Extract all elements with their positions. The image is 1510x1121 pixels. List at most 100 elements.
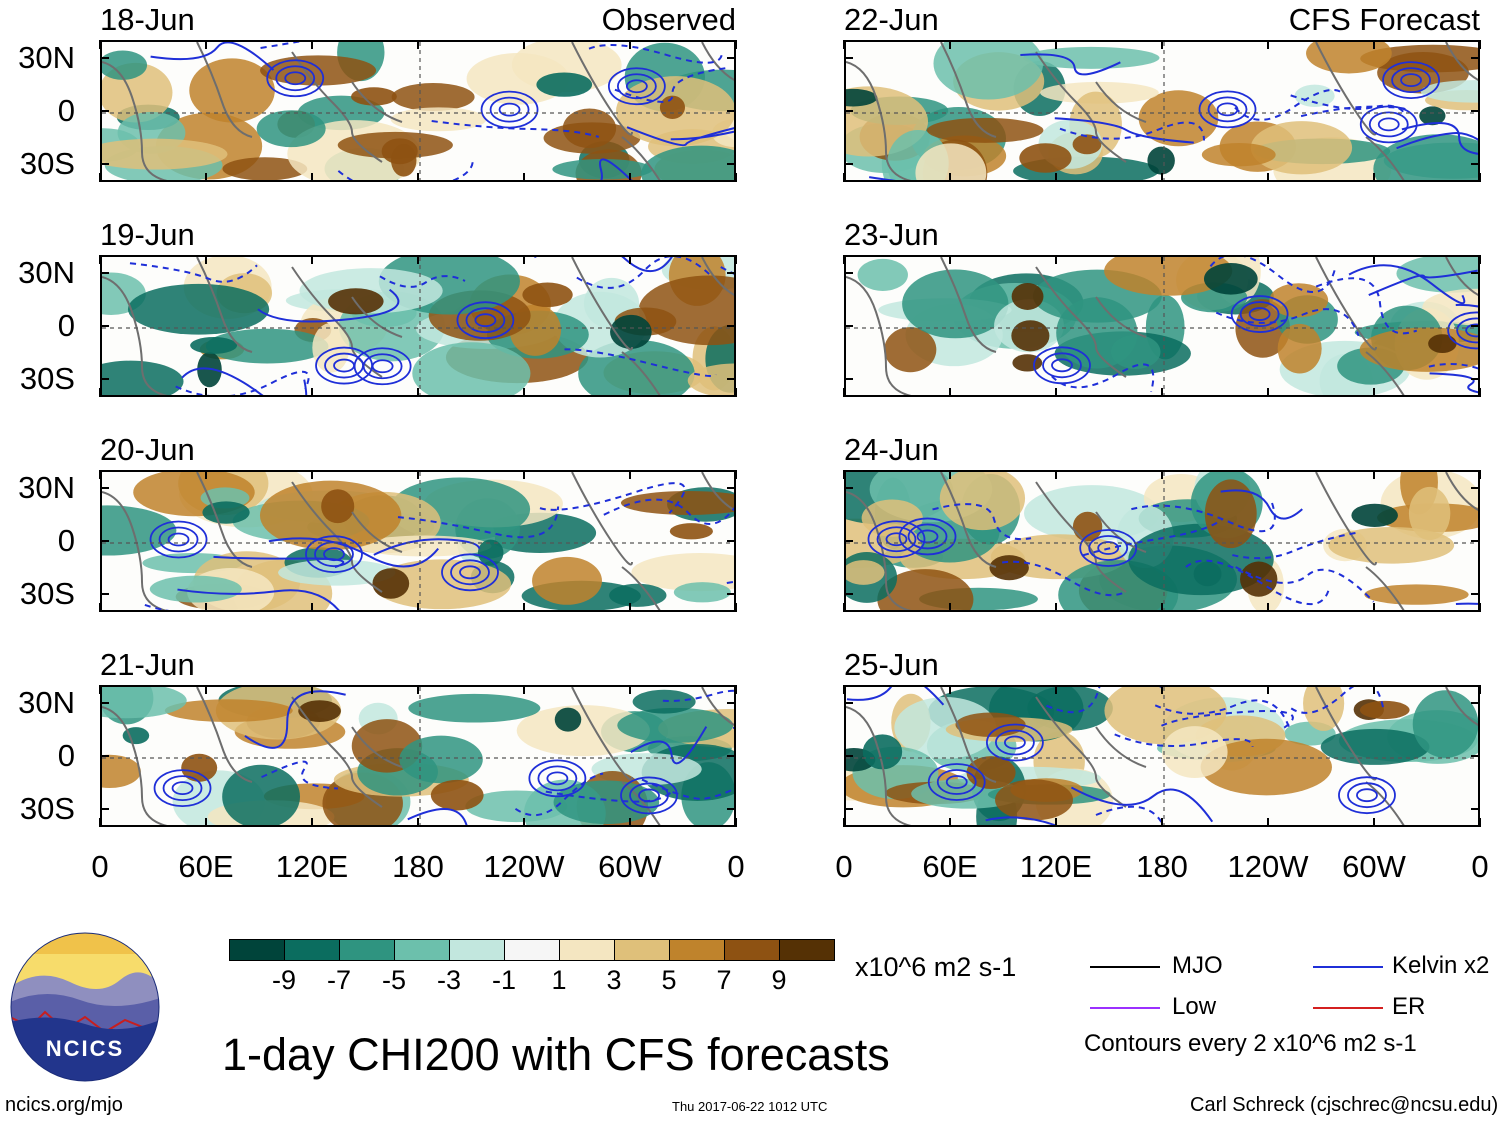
- kelvin-contour-closed: [459, 565, 481, 580]
- kelvin-contour: [175, 370, 310, 395]
- kelvin-contour-closed: [333, 358, 355, 373]
- anomaly-shading: [256, 110, 326, 148]
- kelvin-contour-closed: [1248, 307, 1271, 321]
- kelvin-contour: [1154, 699, 1292, 732]
- kelvin-contour-closed: [284, 71, 307, 86]
- kelvin-contour-closed: [1377, 117, 1400, 132]
- legend-swatch: [1313, 1007, 1383, 1009]
- anomaly-shading: [1161, 726, 1228, 778]
- panel-date: 21-Jun: [100, 647, 195, 682]
- anomaly-core: [1011, 282, 1044, 310]
- map-frame: [100, 470, 736, 612]
- kelvin-contour-closed: [1456, 317, 1478, 344]
- coastline: [1445, 472, 1478, 511]
- footer-timestamp: Thu 2017-06-22 1012 UTC: [672, 1099, 828, 1114]
- panel-source-tag: CFS Forecast: [1288, 2, 1480, 37]
- kelvin-contour-closed: [885, 532, 908, 547]
- kelvin-contour-closed: [305, 535, 363, 574]
- anomaly-shading: [1138, 90, 1219, 147]
- y-axis-label: 0: [57, 93, 75, 128]
- map-panel: [843, 685, 1481, 827]
- coastline: [291, 696, 383, 808]
- legend-label: Low: [1172, 993, 1217, 1020]
- colorbar-cell: [779, 939, 835, 961]
- coastline: [196, 257, 253, 353]
- ncics-logo[interactable]: NCICS: [10, 932, 160, 1082]
- coastline: [846, 61, 912, 180]
- anomaly-core: [1351, 503, 1398, 528]
- y-axis-label: 0: [57, 738, 75, 773]
- kelvin-contour: [1020, 53, 1121, 76]
- coastline: [621, 351, 661, 395]
- y-axis-label: 30N: [18, 685, 75, 720]
- coastline: [102, 276, 168, 395]
- x-axis-label: 120E: [1019, 849, 1093, 884]
- kelvin-contour: [150, 42, 275, 71]
- coastline: [1315, 257, 1377, 351]
- anomaly-shading: [673, 582, 731, 603]
- map-canvas: [846, 42, 1478, 180]
- colorbar-label: 1: [551, 965, 567, 995]
- anomaly-shading: [926, 117, 1044, 143]
- colorbar-cell: [504, 939, 560, 961]
- coastline: [102, 61, 168, 180]
- axis-ticks: [99, 40, 737, 182]
- coastline: [351, 511, 403, 553]
- kelvin-contour: [213, 555, 345, 569]
- colorbar-label: -5: [381, 965, 406, 995]
- kelvin-contour-closed: [629, 782, 669, 809]
- kelvin-contour: [1220, 489, 1303, 520]
- legend-label: Kelvin x2: [1392, 952, 1490, 979]
- kelvin-contour-closed: [498, 102, 521, 117]
- colorbar-label: 9: [771, 965, 787, 995]
- kelvin-contour-closed: [898, 517, 957, 556]
- anomaly-shading: [372, 559, 512, 610]
- map-canvas: [102, 42, 734, 180]
- kelvin-contour-closed: [1042, 352, 1082, 379]
- logo-text: NCICS: [46, 1036, 124, 1061]
- kelvin-contour: [397, 506, 560, 539]
- x-axis-label: 0: [835, 849, 853, 884]
- kelvin-contour: [626, 126, 734, 147]
- kelvin-contour-closed: [1207, 96, 1248, 123]
- anomaly-shading: [1412, 690, 1478, 758]
- map-canvas: [846, 687, 1478, 825]
- kelvin-contour-closed: [480, 90, 539, 129]
- map-canvas: [846, 257, 1478, 395]
- kelvin-contour-closed: [474, 313, 497, 328]
- kelvin-contour: [1002, 560, 1126, 597]
- kelvin-contour: [181, 367, 308, 395]
- kelvin-contour-closed: [867, 520, 926, 559]
- coastline: [846, 276, 912, 395]
- coastline: [621, 566, 661, 610]
- colorbar-cell: [229, 939, 285, 961]
- kelvin-contour: [379, 275, 466, 288]
- coastline: [940, 687, 997, 783]
- map-canvas: [846, 472, 1478, 610]
- kelvin-contour: [1348, 264, 1466, 305]
- y-axis-label: 30N: [18, 470, 75, 505]
- kelvin-contour: [1429, 372, 1478, 394]
- axis-ticks: [99, 470, 737, 612]
- kelvin-contour-closed: [537, 765, 578, 792]
- x-axis-label: 0: [1471, 849, 1489, 884]
- kelvin-contour: [564, 348, 717, 378]
- axis-ticks: [843, 685, 1481, 827]
- footer-url[interactable]: ncics.org/mjo: [5, 1094, 123, 1116]
- coastline: [1095, 296, 1147, 338]
- anomaly-core: [1428, 334, 1457, 354]
- kelvin-contour: [1059, 121, 1206, 141]
- map-panel: [99, 255, 737, 397]
- coastline: [571, 472, 633, 566]
- kelvin-contour-closed: [153, 769, 212, 808]
- kelvin-contour: [545, 788, 675, 803]
- kelvin-contour: [1095, 805, 1165, 825]
- coastline: [1365, 781, 1405, 825]
- coastline: [701, 257, 734, 296]
- anomaly-core: [1193, 561, 1222, 587]
- kelvin-contour-closed: [1368, 111, 1409, 138]
- anomaly-shading: [902, 269, 1009, 339]
- legend-swatch: [1090, 966, 1160, 968]
- kelvin-contour: [662, 689, 734, 702]
- anomaly-shading: [102, 50, 148, 80]
